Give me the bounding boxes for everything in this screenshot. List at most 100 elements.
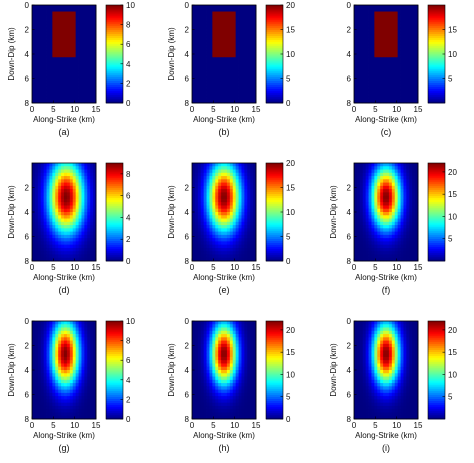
- heatmap-cell: [66, 386, 71, 390]
- heatmap-cell: [40, 402, 45, 407]
- x-tick-label: 0: [352, 263, 357, 272]
- heatmap-cell: [46, 396, 50, 400]
- heatmap-cell: [362, 244, 367, 249]
- heatmap-cell: [206, 37, 210, 42]
- heatmap-cell: [388, 221, 393, 226]
- heatmap-cell: [61, 396, 65, 400]
- heatmap-cell: [412, 37, 416, 42]
- heatmap-cell: [58, 254, 62, 259]
- heatmap-cell: [203, 27, 207, 32]
- heatmap-cell: [362, 34, 367, 39]
- colorbar-segment: [428, 244, 445, 248]
- heatmap-cell: [87, 386, 91, 390]
- heatmap-cell: [90, 67, 94, 71]
- heatmap-cell: [34, 321, 39, 325]
- heatmap-cell: [90, 198, 94, 203]
- heatmap-cell: [226, 86, 231, 91]
- heatmap-cell: [247, 234, 251, 239]
- heatmap-cell: [394, 254, 399, 259]
- heatmap-cell: [90, 340, 94, 345]
- heatmap-cell: [34, 225, 39, 229]
- heatmap-cell: [253, 8, 257, 12]
- heatmap-cell: [253, 254, 257, 259]
- heatmap-cell: [72, 208, 77, 213]
- heatmap-cell: [61, 212, 65, 216]
- heatmap-cell: [215, 182, 219, 187]
- heatmap-cell: [84, 241, 88, 246]
- heatmap-cell: [84, 54, 88, 58]
- heatmap-cell: [197, 96, 202, 101]
- colorbar-segment: [266, 23, 283, 26]
- heatmap-cell: [232, 205, 237, 210]
- heatmap-cell: [354, 241, 358, 246]
- heatmap-cell: [371, 80, 375, 84]
- heatmap-cell: [43, 99, 47, 104]
- heatmap-cell: [75, 347, 79, 351]
- colorbar-segment: [106, 199, 123, 203]
- heatmap-cell: [72, 89, 77, 94]
- heatmap-cell: [359, 40, 364, 45]
- heatmap-cell: [380, 47, 384, 52]
- heatmap-cell: [72, 334, 77, 338]
- heatmap-cell: [356, 189, 361, 193]
- heatmap-cell: [72, 179, 77, 183]
- heatmap-cell: [253, 34, 257, 39]
- heatmap-cell: [241, 40, 245, 45]
- heatmap-cell: [200, 244, 205, 249]
- heatmap-cell: [58, 366, 62, 371]
- heatmap-cell: [409, 96, 413, 101]
- heatmap-cell: [55, 205, 59, 210]
- heatmap-cell: [34, 366, 39, 371]
- heatmap-cell: [391, 208, 396, 213]
- heatmap-cell: [192, 251, 196, 255]
- heatmap-cell: [403, 176, 407, 180]
- heatmap-cell: [78, 67, 82, 71]
- heatmap-cell: [66, 31, 71, 35]
- heatmap-cell: [49, 247, 53, 252]
- heatmap-cell: [253, 244, 257, 249]
- heatmap-cell: [46, 195, 50, 200]
- heatmap-cell: [371, 89, 375, 94]
- colorbar-segment: [428, 189, 445, 192]
- heatmap-cell: [377, 185, 381, 190]
- heatmap-cell: [359, 18, 364, 22]
- heatmap-cell: [365, 60, 369, 65]
- heatmap-cell: [235, 44, 239, 48]
- heatmap-cell: [250, 254, 254, 259]
- heatmap-cell: [200, 37, 205, 42]
- heatmap-cell: [374, 244, 378, 249]
- heatmap-cell: [81, 399, 85, 404]
- heatmap-cell: [49, 389, 53, 394]
- heatmap-cell: [229, 63, 234, 68]
- heatmap-cell: [55, 343, 59, 348]
- heatmap-cell: [215, 202, 219, 206]
- heatmap-cell: [388, 238, 393, 242]
- heatmap-cell: [203, 189, 207, 193]
- heatmap-cell: [212, 238, 216, 242]
- heatmap-cell: [232, 228, 237, 232]
- heatmap-cell: [52, 24, 56, 29]
- heatmap-cell: [356, 185, 361, 190]
- heatmap-cell: [406, 40, 410, 45]
- heatmap-cell: [32, 254, 36, 259]
- heatmap-cell: [43, 5, 47, 9]
- heatmap-cell: [32, 334, 36, 338]
- heatmap-cell: [46, 330, 50, 335]
- heatmap-cell: [238, 257, 242, 262]
- heatmap-cell: [354, 212, 358, 216]
- heatmap-cell: [37, 241, 42, 246]
- heatmap-cell: [215, 192, 219, 197]
- heatmap-cell: [87, 166, 91, 170]
- heatmap-cell: [49, 205, 53, 210]
- heatmap-cell: [377, 80, 381, 84]
- heatmap-cell: [215, 67, 219, 71]
- heatmap-cell: [61, 182, 65, 187]
- heatmap-cell: [206, 8, 210, 12]
- heatmap-cell: [212, 67, 216, 71]
- heatmap-cell: [52, 189, 56, 193]
- heatmap-cell: [40, 334, 45, 338]
- colorbar-segment: [428, 94, 445, 98]
- heatmap-cell: [212, 212, 216, 216]
- heatmap-cell: [224, 208, 228, 213]
- heatmap-cell: [380, 37, 384, 42]
